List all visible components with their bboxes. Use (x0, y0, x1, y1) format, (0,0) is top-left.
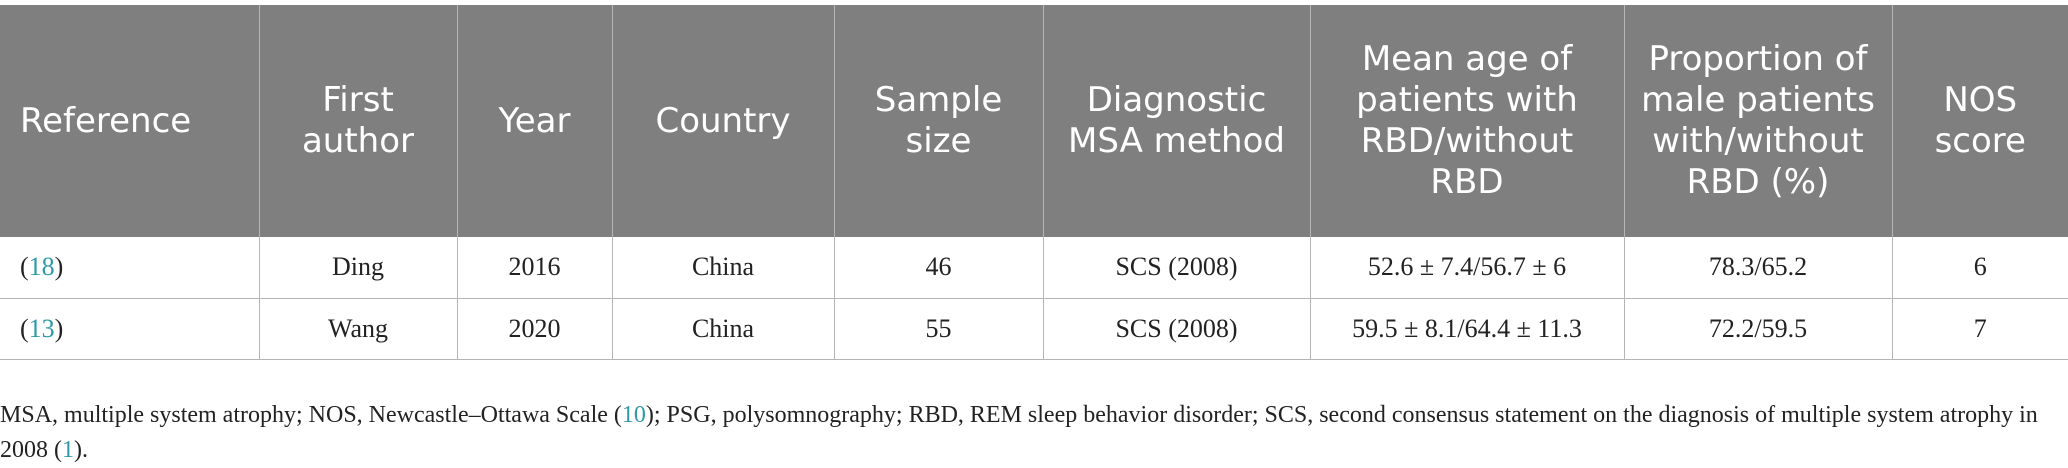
cell-nos-score: 7 (1891, 298, 2068, 360)
cell-country: China (611, 237, 834, 299)
col-header-year: Year (456, 5, 612, 237)
col-header-male-proportion: Proportion of male patients with/without… (1623, 5, 1892, 237)
table-header-row: Reference First author Year Country Samp… (0, 5, 2068, 237)
cell-nos-score: 6 (1891, 237, 2068, 299)
table-row: (18) Ding 2016 China 46 SCS (2008) 52.6 … (0, 237, 2068, 299)
study-characteristics-table: Reference First author Year Country Samp… (0, 5, 2068, 360)
col-header-first-author: First author (258, 5, 457, 237)
footnote-text: ). (74, 437, 88, 463)
cell-country: China (611, 298, 834, 360)
cell-diagnostic-method: SCS (2008) (1042, 237, 1310, 299)
col-header-country: Country (611, 5, 834, 237)
col-header-reference: Reference (0, 5, 259, 237)
footnote-reference-link[interactable]: 1 (62, 437, 74, 463)
reference-link[interactable]: 13 (28, 313, 55, 343)
col-header-mean-age: Mean age of patients with RBD/without RB… (1309, 5, 1624, 237)
footnote-text: ); PSG, polysomnography; RBD, REM sleep … (0, 402, 2038, 463)
footnote-text: MSA, multiple system atrophy; NOS, Newca… (0, 402, 622, 428)
cell-year: 2020 (456, 298, 612, 360)
col-header-sample-size: Sample size (833, 5, 1043, 237)
cell-mean-age: 59.5 ± 8.1/64.4 ± 11.3 (1309, 298, 1624, 360)
cell-diagnostic-method: SCS (2008) (1042, 298, 1310, 360)
cell-first-author: Ding (258, 237, 457, 299)
table-footnote: MSA, multiple system atrophy; NOS, Newca… (0, 398, 2060, 468)
reference-link[interactable]: 18 (28, 252, 55, 282)
cell-reference: (18) (0, 237, 259, 299)
cell-sample-size: 46 (833, 237, 1043, 299)
col-header-diagnostic-method: Diagnostic MSA method (1042, 5, 1310, 237)
col-header-nos-score: NOS score (1891, 5, 2068, 237)
cell-reference: (13) (0, 298, 259, 360)
cell-mean-age: 52.6 ± 7.4/56.7 ± 6 (1309, 237, 1624, 299)
cell-male-proportion: 78.3/65.2 (1623, 237, 1892, 299)
table-row: (13) Wang 2020 China 55 SCS (2008) 59.5 … (0, 298, 2068, 360)
cell-first-author: Wang (258, 298, 457, 360)
cell-sample-size: 55 (833, 298, 1043, 360)
footnote-reference-link[interactable]: 10 (621, 402, 646, 428)
cell-male-proportion: 72.2/59.5 (1623, 298, 1892, 360)
cell-year: 2016 (456, 237, 612, 299)
